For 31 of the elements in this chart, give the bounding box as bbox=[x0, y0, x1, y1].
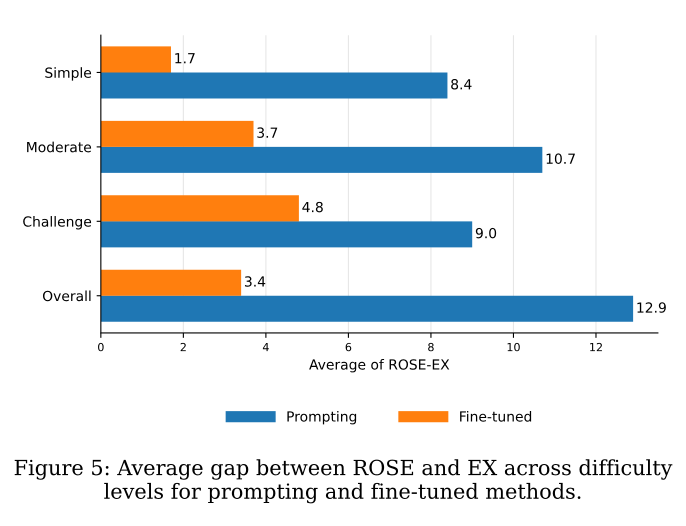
x-tick-label: 10 bbox=[508, 342, 520, 352]
data-label: 1.7 bbox=[175, 53, 195, 64]
data-label: 9.0 bbox=[476, 228, 496, 238]
x-tick-label: 8 bbox=[428, 342, 434, 352]
bar bbox=[100, 46, 171, 72]
x-tick-label: 12 bbox=[590, 342, 602, 352]
bar bbox=[100, 296, 634, 322]
data-label: 4.8 bbox=[302, 202, 323, 212]
data-label: 12.9 bbox=[637, 302, 666, 313]
data-label: 3.4 bbox=[244, 276, 266, 287]
x-tick-label: 6 bbox=[346, 342, 352, 352]
bar bbox=[100, 146, 542, 173]
x-tick-label: 4 bbox=[262, 343, 269, 352]
bar bbox=[100, 221, 472, 248]
legend-label: Fine-tuned bbox=[460, 410, 532, 422]
x-tick-label: 2 bbox=[180, 342, 186, 352]
bar bbox=[100, 270, 242, 296]
legend-label: Prompting bbox=[287, 410, 356, 424]
bar bbox=[100, 72, 448, 99]
y-tick-label: Challenge bbox=[23, 216, 92, 230]
caption: Figure 5: Average gap between ROSE and EX across difficulty levels for prompting and fine-tuned methods. bbox=[14, 459, 672, 504]
data-label: 10.7 bbox=[546, 153, 575, 164]
x-tick-label: 0 bbox=[98, 342, 104, 352]
y-tick-label: Simple bbox=[45, 67, 92, 81]
bar bbox=[100, 120, 254, 147]
data-label: 3.7 bbox=[257, 127, 278, 138]
y-tick-label: Moderate bbox=[27, 142, 92, 152]
x-axis-title: Average of ROSE-EX bbox=[309, 358, 450, 372]
y-tick-label: Overall bbox=[42, 290, 91, 302]
data-label: 8.4 bbox=[451, 79, 472, 90]
bar bbox=[100, 195, 299, 222]
